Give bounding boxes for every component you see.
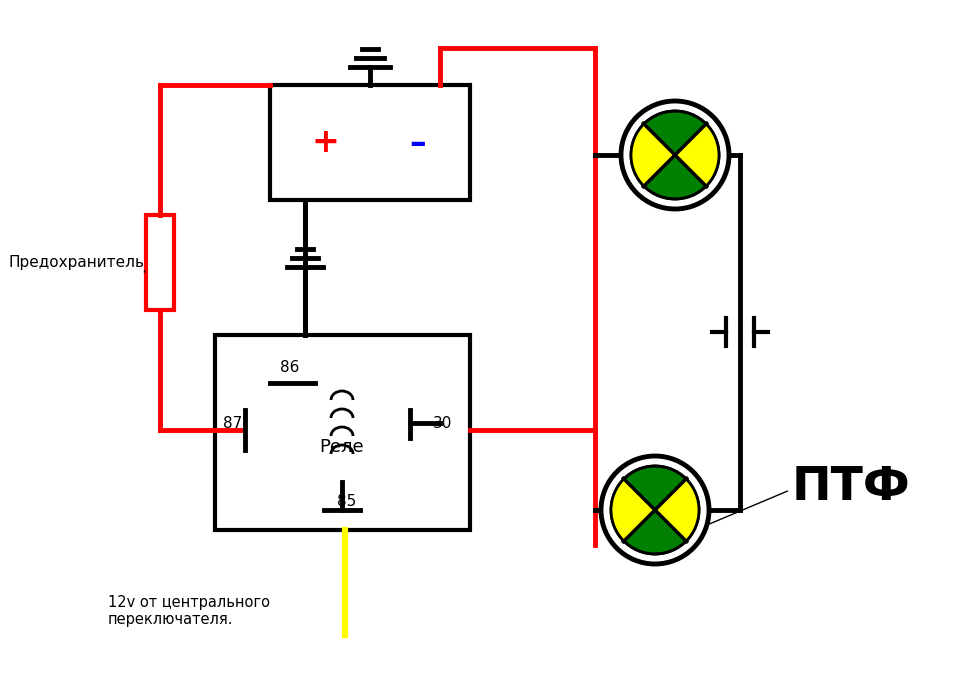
Text: Предохранитель: Предохранитель [8, 254, 144, 270]
Text: 85: 85 [337, 495, 356, 509]
Text: 12v от центрального
переключателя.: 12v от центрального переключателя. [108, 595, 270, 627]
Polygon shape [655, 479, 699, 541]
Circle shape [611, 466, 699, 554]
Polygon shape [631, 124, 675, 186]
Text: 86: 86 [280, 360, 300, 374]
Circle shape [631, 111, 719, 199]
Bar [215, 335, 470, 530]
Circle shape [601, 456, 709, 564]
Bar [146, 215, 174, 310]
Text: Реле: Реле [320, 438, 364, 456]
Polygon shape [611, 479, 655, 541]
Text: 87: 87 [224, 416, 243, 430]
Text: ПТФ: ПТФ [792, 466, 911, 511]
Text: –: – [410, 127, 426, 159]
Text: 30: 30 [432, 416, 452, 430]
Text: +: + [311, 127, 339, 159]
Circle shape [621, 101, 729, 209]
Polygon shape [675, 124, 719, 186]
Bar [270, 85, 470, 200]
